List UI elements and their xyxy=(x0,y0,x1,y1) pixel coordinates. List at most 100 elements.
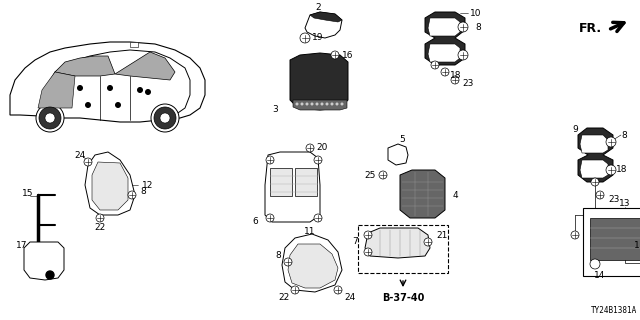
Bar xyxy=(358,225,448,273)
Circle shape xyxy=(296,102,298,106)
Circle shape xyxy=(137,87,143,93)
Polygon shape xyxy=(92,162,128,210)
Circle shape xyxy=(284,258,292,266)
FancyBboxPatch shape xyxy=(583,208,640,276)
Polygon shape xyxy=(293,100,347,110)
Text: TY24B1381A: TY24B1381A xyxy=(591,306,637,315)
Polygon shape xyxy=(388,144,408,165)
Text: 18: 18 xyxy=(616,165,628,174)
Circle shape xyxy=(379,171,387,179)
Bar xyxy=(625,255,640,263)
Text: 5: 5 xyxy=(399,135,405,145)
Circle shape xyxy=(107,85,113,91)
Text: 22: 22 xyxy=(94,223,106,233)
Circle shape xyxy=(424,238,432,246)
Circle shape xyxy=(364,231,372,239)
Polygon shape xyxy=(578,128,613,182)
Circle shape xyxy=(596,191,604,199)
Text: 2: 2 xyxy=(315,4,321,12)
Circle shape xyxy=(128,191,136,199)
Circle shape xyxy=(39,107,61,129)
Text: 14: 14 xyxy=(595,270,605,279)
Polygon shape xyxy=(428,44,460,62)
Text: 8: 8 xyxy=(275,252,281,260)
Circle shape xyxy=(335,102,339,106)
Circle shape xyxy=(364,248,372,256)
Text: 18: 18 xyxy=(451,70,461,79)
Text: 9: 9 xyxy=(572,125,578,134)
Text: 1: 1 xyxy=(634,242,640,251)
Text: 23: 23 xyxy=(608,196,620,204)
Circle shape xyxy=(145,89,151,95)
Circle shape xyxy=(305,102,308,106)
Circle shape xyxy=(441,68,449,76)
Circle shape xyxy=(451,76,459,84)
Bar xyxy=(590,218,640,260)
Bar xyxy=(130,42,138,47)
Polygon shape xyxy=(305,12,342,38)
Circle shape xyxy=(606,137,616,147)
Polygon shape xyxy=(282,234,342,292)
Circle shape xyxy=(331,51,339,59)
Text: FR.: FR. xyxy=(579,21,602,35)
Text: 4: 4 xyxy=(452,190,458,199)
Circle shape xyxy=(46,271,54,279)
Text: 8: 8 xyxy=(621,131,627,140)
Circle shape xyxy=(310,102,314,106)
Text: 12: 12 xyxy=(142,180,154,189)
Circle shape xyxy=(316,102,319,106)
Polygon shape xyxy=(10,42,205,122)
Text: 8: 8 xyxy=(475,22,481,31)
Polygon shape xyxy=(265,152,320,222)
Bar xyxy=(295,168,317,196)
Text: 17: 17 xyxy=(16,241,28,250)
Text: 20: 20 xyxy=(316,142,328,151)
Circle shape xyxy=(458,50,468,60)
Bar xyxy=(618,248,630,256)
Circle shape xyxy=(431,61,439,69)
Polygon shape xyxy=(400,170,445,218)
Polygon shape xyxy=(85,152,135,215)
Text: 19: 19 xyxy=(312,33,324,42)
Circle shape xyxy=(266,156,274,164)
Polygon shape xyxy=(425,12,465,65)
Circle shape xyxy=(85,102,91,108)
Circle shape xyxy=(115,102,121,108)
Circle shape xyxy=(590,259,600,269)
Polygon shape xyxy=(290,53,348,110)
Circle shape xyxy=(266,214,274,222)
Text: 24: 24 xyxy=(344,293,356,302)
Circle shape xyxy=(314,156,322,164)
Polygon shape xyxy=(55,56,115,76)
Polygon shape xyxy=(115,52,175,80)
Circle shape xyxy=(77,85,83,91)
Circle shape xyxy=(96,214,104,222)
Text: 10: 10 xyxy=(470,9,482,18)
Text: 22: 22 xyxy=(278,293,290,302)
Polygon shape xyxy=(24,242,64,280)
Text: 6: 6 xyxy=(252,218,258,227)
Circle shape xyxy=(330,102,333,106)
Text: B-37-40: B-37-40 xyxy=(382,293,424,303)
Text: 16: 16 xyxy=(342,51,354,60)
Bar xyxy=(270,168,292,196)
Circle shape xyxy=(84,158,92,166)
Text: 21: 21 xyxy=(436,231,448,241)
Circle shape xyxy=(334,286,342,294)
Circle shape xyxy=(300,33,310,43)
Polygon shape xyxy=(428,18,460,36)
Circle shape xyxy=(591,178,599,186)
Text: 3: 3 xyxy=(272,106,278,115)
Polygon shape xyxy=(288,244,338,288)
Text: 24: 24 xyxy=(74,150,86,159)
Circle shape xyxy=(321,102,323,106)
Text: 8: 8 xyxy=(140,188,146,196)
Circle shape xyxy=(154,107,176,129)
Circle shape xyxy=(606,165,616,175)
Circle shape xyxy=(151,104,179,132)
Text: 23: 23 xyxy=(462,78,474,87)
Text: 11: 11 xyxy=(304,228,316,236)
Polygon shape xyxy=(580,160,608,178)
Text: 15: 15 xyxy=(22,188,34,197)
Text: 7: 7 xyxy=(352,237,358,246)
